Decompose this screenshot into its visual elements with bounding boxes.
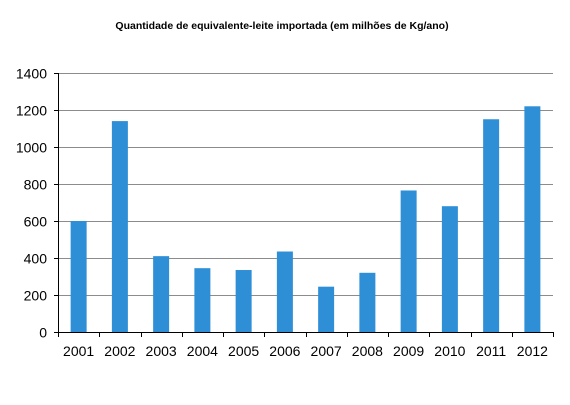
x-tick-labels: 2001 2002 2003 2004 2005 2006 2007 2008 2009 2010… [63,343,548,359]
bars [70,106,541,332]
y-tick-label: 1000 [16,140,47,156]
axes [54,73,554,337]
y-tick-label: 800 [24,177,48,193]
y-tick-label: 200 [24,288,48,304]
x-tick-label: 2008 [352,343,383,359]
y-tick-labels: 0 200 400 600 800 1000 1200 1400 [16,66,47,341]
x-tick-label: 2005 [228,343,259,359]
chart-title: Quantidade de equivalente-leite importad… [115,20,448,32]
bar-2004 [194,268,211,332]
bar-2005 [235,270,252,332]
bar-2001 [70,221,87,332]
bar-2011 [483,119,500,332]
x-tick-label: 2007 [311,343,342,359]
y-tick-label: 600 [24,214,48,230]
y-tick-label: 400 [24,251,48,267]
bar-2012 [524,106,541,332]
x-tick-label: 2002 [104,343,135,359]
x-tick-label: 2012 [517,343,548,359]
bar-2009 [400,190,417,332]
x-tick-label: 2004 [187,343,218,359]
x-tick-label: 2009 [393,343,424,359]
x-tick-label: 2001 [63,343,94,359]
bar-2007 [318,286,335,332]
bar-2008 [359,272,376,332]
gridlines [58,73,553,296]
x-tick-label: 2006 [269,343,300,359]
bar-2006 [276,251,293,332]
bar-2002 [111,121,128,332]
bar-2003 [153,256,170,332]
y-tick-label: 0 [39,325,47,341]
x-tick-label: 2010 [434,343,465,359]
y-tick-label: 1200 [16,103,47,119]
x-tick-label: 2011 [476,343,506,359]
y-tick-label: 1400 [16,66,47,82]
bar-2010 [441,206,458,332]
x-tick-label: 2003 [146,343,177,359]
